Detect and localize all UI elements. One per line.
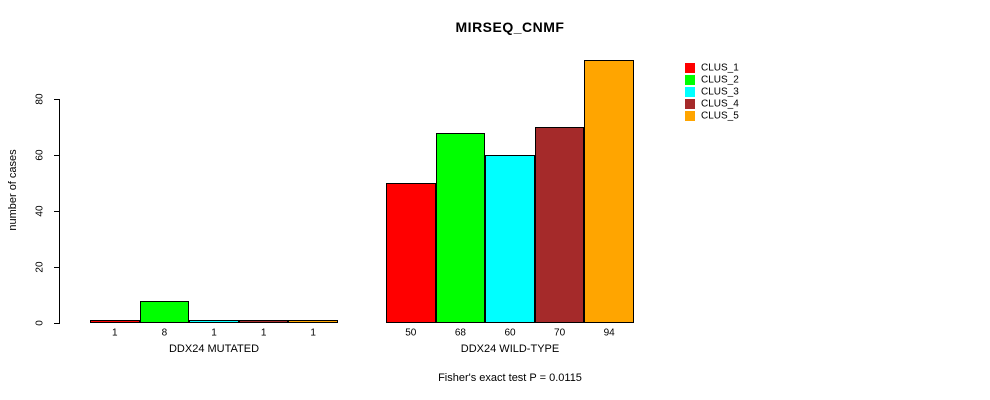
bar-value-label: 8 bbox=[161, 327, 168, 339]
y-tick-label: 60 bbox=[34, 149, 46, 161]
y-tick-label: 20 bbox=[34, 261, 46, 273]
y-tick-label: 80 bbox=[34, 93, 46, 105]
legend-swatch-CLUS_3 bbox=[685, 87, 695, 97]
legend-item-label: CLUS_2 bbox=[701, 74, 739, 86]
y-axis-label: number of cases bbox=[7, 149, 19, 231]
legend-item-label: CLUS_4 bbox=[701, 98, 739, 110]
x-group-label: DDX24 WILD-TYPE bbox=[460, 343, 560, 355]
bar-value-label: 60 bbox=[504, 327, 516, 339]
y-tick-mark bbox=[54, 99, 59, 100]
bar-value-label: 50 bbox=[405, 327, 417, 339]
y-tick-label: 0 bbox=[34, 320, 46, 326]
bar-CLUS_5 bbox=[288, 320, 338, 323]
bar-CLUS_1 bbox=[90, 320, 140, 323]
x-group-label: DDX24 MUTATED bbox=[168, 343, 260, 355]
bar-value-label: 68 bbox=[454, 327, 466, 339]
bar-value-label: 1 bbox=[260, 327, 267, 339]
chart-title: MIRSEQ_CNMF bbox=[455, 19, 565, 35]
legend-item-label: CLUS_5 bbox=[701, 110, 739, 122]
bar-CLUS_2 bbox=[139, 300, 190, 323]
legend-swatch-CLUS_4 bbox=[685, 99, 695, 109]
bar-value-label: 1 bbox=[112, 327, 118, 339]
legend-swatch-CLUS_2 bbox=[685, 75, 695, 85]
bar-CLUS_4 bbox=[238, 320, 289, 323]
y-tick-mark bbox=[54, 155, 59, 156]
legend-item-label: CLUS_1 bbox=[701, 62, 739, 74]
bar-CLUS_1 bbox=[386, 183, 436, 323]
bar-CLUS_3 bbox=[189, 320, 239, 323]
y-tick-label: 40 bbox=[34, 205, 46, 217]
bar-value-label: 70 bbox=[554, 327, 566, 339]
bar-value-label: 94 bbox=[603, 327, 615, 339]
bar-value-label: 1 bbox=[310, 327, 316, 339]
bar-CLUS_3 bbox=[485, 155, 535, 323]
bar-CLUS_4 bbox=[534, 127, 585, 323]
y-axis-line bbox=[59, 99, 60, 324]
legend-swatch-CLUS_1 bbox=[685, 63, 695, 73]
bar-CLUS_2 bbox=[435, 132, 486, 323]
bar-CLUS_5 bbox=[584, 59, 634, 323]
fisher-test-annotation: Fisher's exact test P = 0.0115 bbox=[438, 372, 582, 384]
y-tick-mark bbox=[54, 211, 59, 212]
legend-item-label: CLUS_3 bbox=[701, 86, 739, 98]
y-tick-mark bbox=[54, 323, 59, 324]
bar-value-label: 1 bbox=[211, 327, 217, 339]
legend-swatch-CLUS_5 bbox=[685, 111, 695, 121]
y-tick-mark bbox=[54, 267, 59, 268]
